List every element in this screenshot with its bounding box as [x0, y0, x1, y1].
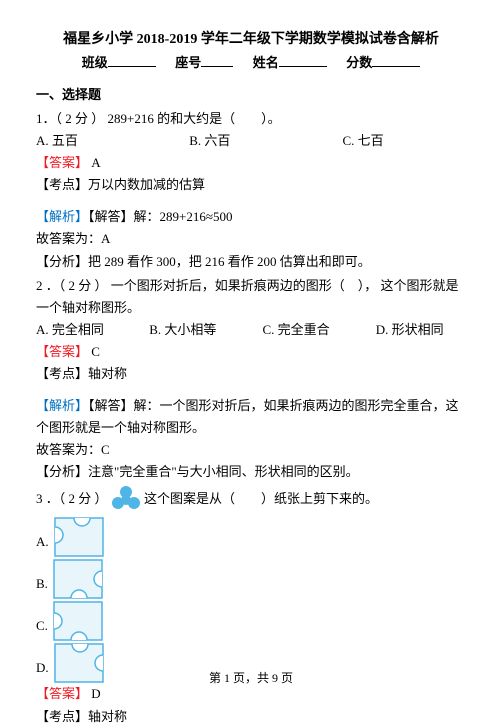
label-class: 班级 — [82, 55, 108, 70]
q2-point: 【考点】轴对称 — [36, 363, 466, 385]
q1-point-value: 万以内数加减的估算 — [88, 177, 205, 192]
q1-analyze-text: 把 289 看作 300，把 216 看作 200 估算出和即可。 — [88, 254, 371, 269]
q3-point-label: 【考点】 — [36, 709, 88, 724]
q3-stem-post: 这个图案是从（ ）纸张上剪下来的。 — [144, 491, 378, 506]
blank-class — [108, 54, 156, 67]
q1-point: 【考点】万以内数加减的估算 — [36, 174, 466, 196]
q2-explain-label: 【解析】 — [36, 398, 88, 413]
q1-opt-b: B. 六百 — [189, 130, 339, 152]
exam-title: 福星乡小学 2018-2019 学年二年级下学期数学模拟试卷含解析 — [36, 28, 466, 52]
q1-explain-2: 故答案为：A — [36, 228, 466, 250]
q1-analyze: 【分析】把 289 看作 300，把 216 看作 200 估算出和即可。 — [36, 251, 466, 273]
q1-point-label: 【考点】 — [36, 177, 88, 192]
blank-name — [279, 54, 327, 67]
q1-stem: 1．（ 2 分 ） 289+216 的和大约是（ ）。 — [36, 108, 466, 130]
q3-opt-b: B. — [36, 573, 48, 595]
q2-opt-c: C. 完全重合 — [263, 319, 373, 341]
q2-answer-value: C — [91, 344, 100, 359]
section-1-heading: 一、选择题 — [36, 84, 466, 106]
label-seat: 座号 — [175, 55, 201, 70]
exam-header-line: 班级 座号 姓名 分数 — [36, 52, 466, 74]
q3-opt-b-row: B. — [36, 559, 466, 599]
q1-explain: 【解析】【解答】解：289+216≈500 — [36, 206, 466, 228]
label-score: 分数 — [346, 55, 372, 70]
q3-opt-c-row: C. — [36, 601, 466, 641]
shape-c-icon — [53, 601, 103, 641]
q2-analyze: 【分析】注意"完全重合"与大小相同、形状相同的区别。 — [36, 461, 466, 483]
q1-answer-label: 【答案】 — [36, 155, 88, 170]
q1-analyze-label: 【分析】 — [36, 254, 88, 269]
q3-opt-c: C. — [36, 615, 48, 637]
q3-opt-a-row: A. — [36, 517, 466, 557]
shape-a-icon — [54, 517, 104, 557]
q2-point-value: 轴对称 — [88, 366, 127, 381]
q1-explain-label: 【解析】 — [36, 209, 88, 224]
q2-answer: 【答案】 C — [36, 341, 466, 363]
q3-point-value: 轴对称 — [88, 709, 127, 724]
q2-point-label: 【考点】 — [36, 366, 88, 381]
q3-opt-a: A. — [36, 531, 49, 553]
q3-stem: 3 ．（ 2 分 ） 这个图案是从（ ）纸张上剪下来的。 — [36, 485, 466, 515]
q1-opt-c: C. 七百 — [343, 130, 384, 152]
shape-b-icon — [53, 559, 103, 599]
q2-analyze-text: 注意"完全重合"与大小相同、形状相同的区别。 — [88, 464, 359, 479]
q3-point: 【考点】轴对称 — [36, 706, 466, 728]
blank-score — [372, 54, 420, 67]
q2-explain-text: 【解答】解：一个图形对折后，如果折痕两边的图形完全重合，这个图形就是一个轴对称图… — [36, 398, 459, 435]
page-footer: 第 1 页，共 9 页 — [0, 668, 502, 688]
q2-explain: 【解析】【解答】解：一个图形对折后，如果折痕两边的图形完全重合，这个图形就是一个… — [36, 395, 466, 439]
clover-icon — [111, 485, 141, 515]
q2-options: A. 完全相同 B. 大小相等 C. 完全重合 D. 形状相同 — [36, 319, 466, 341]
q1-options: A. 五百 B. 六百 C. 七百 — [36, 130, 466, 152]
q2-analyze-label: 【分析】 — [36, 464, 88, 479]
label-name: 姓名 — [253, 55, 279, 70]
q1-explain-text: 【解答】解：289+216≈500 — [88, 209, 232, 224]
q1-opt-a: A. 五百 — [36, 130, 186, 152]
q2-opt-a: A. 完全相同 — [36, 319, 146, 341]
q2-stem: 2 ．（ 2 分 ） 一个图形对折后，如果折痕两边的图形（ ）， 这个图形就是一… — [36, 275, 466, 319]
q2-answer-label: 【答案】 — [36, 344, 88, 359]
q3-stem-pre: 3 ．（ 2 分 ） — [36, 491, 108, 506]
blank-seat — [201, 54, 233, 67]
q2-opt-b: B. 大小相等 — [149, 319, 259, 341]
q2-opt-d: D. 形状相同 — [376, 319, 444, 341]
q1-answer-value: A — [91, 155, 100, 170]
q2-explain-2: 故答案为：C — [36, 439, 466, 461]
q1-answer: 【答案】 A — [36, 152, 466, 174]
